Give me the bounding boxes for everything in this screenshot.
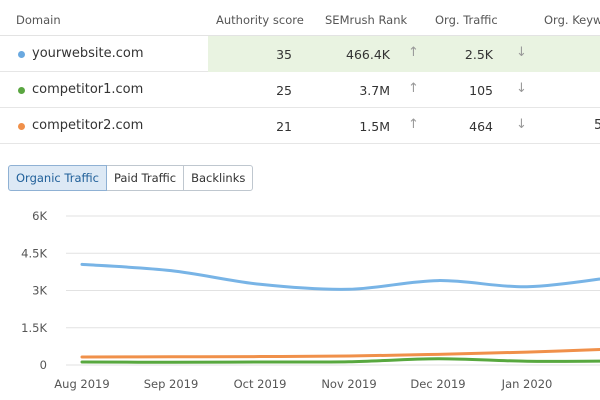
series-dot-icon (18, 87, 25, 94)
header-org-keywords[interactable]: Org. Keyw (544, 13, 600, 27)
domain-link[interactable]: competitor2.com (32, 118, 144, 133)
table-row[interactable]: competitor1.com 25 3.7M ↑ 105 ↓ (0, 72, 600, 108)
header-authority-score[interactable]: Authority score (216, 13, 304, 27)
semrush-rank: 1.5M (359, 119, 390, 134)
arrow-down-icon: ↓ (516, 45, 527, 60)
arrow-up-icon: ↑ (408, 81, 419, 96)
row-highlight (208, 36, 600, 72)
org-traffic: 2.5K (464, 47, 493, 62)
org-keywords: 5 (594, 118, 600, 133)
x-tick-label: Jan 2020 (501, 377, 553, 391)
semrush-rank: 466.4K (346, 47, 390, 62)
org-traffic: 464 (469, 119, 493, 134)
header-org-traffic[interactable]: Org. Traffic (435, 13, 498, 27)
authority-score: 21 (276, 119, 292, 134)
y-tick-label: 3K (32, 284, 47, 298)
x-tick-label: Dec 2019 (410, 377, 465, 391)
series-line (80, 347, 600, 359)
arrow-down-icon: ↓ (516, 117, 527, 132)
x-tick-label: Nov 2019 (321, 377, 376, 391)
tab-organic-traffic[interactable]: Organic Traffic (8, 165, 107, 191)
series-dot-icon (18, 51, 25, 58)
domain-table: Domain Authority score SEMrush Rank Org.… (0, 0, 600, 144)
header-domain[interactable]: Domain (16, 13, 61, 27)
table-row[interactable]: competitor2.com 21 1.5M ↑ 464 ↓ 5 (0, 108, 600, 144)
x-tick-label: Oct 2019 (234, 377, 287, 391)
arrow-up-icon: ↑ (408, 117, 419, 132)
series-dot-icon (18, 123, 25, 130)
authority-score: 25 (276, 83, 292, 98)
y-tick-label: 1.5K (21, 321, 47, 335)
arrow-down-icon: ↓ (516, 81, 527, 96)
tab-paid-traffic[interactable]: Paid Traffic (105, 165, 185, 191)
table-header: Domain Authority score SEMrush Rank Org.… (0, 0, 600, 36)
semrush-rank: 3.7M (359, 83, 390, 98)
chart-tabs: Organic Traffic Paid Traffic Backlinks (8, 165, 254, 191)
series-line (80, 357, 600, 364)
arrow-up-icon: ↑ (408, 45, 419, 60)
y-tick-label: 4.5K (21, 246, 47, 260)
y-tick-label: 0 (40, 358, 47, 372)
series-line (80, 262, 600, 291)
header-semrush-rank[interactable]: SEMrush Rank (325, 13, 408, 27)
domain-link[interactable]: yourwebsite.com (32, 46, 144, 61)
domain-link[interactable]: competitor1.com (32, 82, 144, 97)
y-tick-label: 6K (32, 209, 47, 223)
authority-score: 35 (276, 47, 292, 62)
table-row[interactable]: yourwebsite.com 35 466.4K ↑ 2.5K ↓ (0, 36, 600, 72)
tab-backlinks[interactable]: Backlinks (183, 165, 254, 191)
traffic-line-chart: 6K 4.5K 3K 1.5K 0 Aug 2019 Sep 2019 Oct 2019 No… (21, 209, 600, 391)
x-tick-label: Sep 2019 (144, 377, 199, 391)
x-tick-label: Aug 2019 (54, 377, 109, 391)
org-traffic: 105 (469, 83, 493, 98)
